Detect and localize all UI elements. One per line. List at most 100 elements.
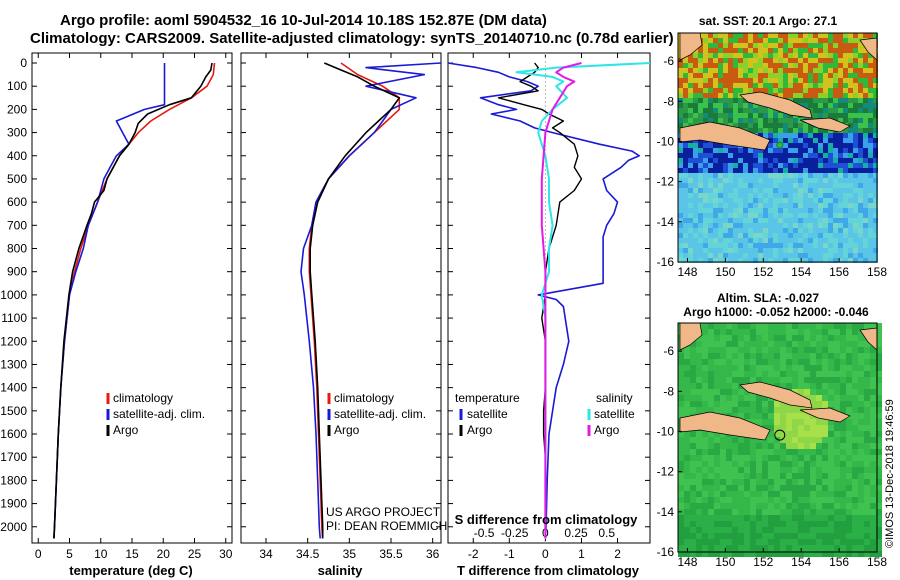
sst-cell [713,83,718,88]
sla-cell [756,473,762,479]
sst-cell [753,258,758,263]
sst-cell [678,103,683,108]
sla-cell [858,431,864,437]
sst-cell [748,118,753,123]
sst-cell [713,113,718,118]
sla-cell [876,509,882,515]
sst-cell [703,148,708,153]
sla-cell [792,503,798,509]
sst-cell [853,178,858,183]
sst-cell [853,108,858,113]
sst-cell [788,63,793,68]
sst-cell [858,178,863,183]
sst-cell [798,153,803,158]
sla-cell [708,485,714,491]
sla-cell [732,461,738,467]
sst-cell [718,113,723,118]
sla-cell [852,509,858,515]
sla-cell [726,341,732,347]
sst-cell [703,158,708,163]
sst-cell [773,203,778,208]
sst-cell [748,108,753,113]
sst-cell [748,173,753,178]
sst-cell [843,73,848,78]
sla-cell [840,491,846,497]
sst-cell [793,38,798,43]
sst-cell [768,78,773,83]
sla-cell [804,461,810,467]
sla-cell [702,359,708,365]
imos-credit: ©IMOS 13-Dec-2018 19:46:59 [884,399,896,548]
sst-cell [748,113,753,118]
sst-cell [733,198,738,203]
sla-cell [828,497,834,503]
sst-cell [803,183,808,188]
sla-cell [828,395,834,401]
sla-cell [720,365,726,371]
sst-cell [848,43,853,48]
sla-cell [786,515,792,521]
sla-cell [852,383,858,389]
sst-cell [748,158,753,163]
sst-cell [793,228,798,233]
sla-cell [750,395,756,401]
sst-cell [803,233,808,238]
sla-cell [852,401,858,407]
depth-tick-label: 200 [7,102,27,116]
sla-cell [714,395,720,401]
sst-cell [693,233,698,238]
sst-cell [733,33,738,38]
sst-cell [823,113,828,118]
sla-cell [750,419,756,425]
sst-cell [743,233,748,238]
sla-cell [750,551,756,557]
sst-cell [803,73,808,78]
sla-cell [738,395,744,401]
sla-cell [846,341,852,347]
sst-cell [718,223,723,228]
sst-cell [703,223,708,228]
sst-cell [713,48,718,53]
sla-cell [750,539,756,545]
sst-cell [708,193,713,198]
sst-cell [843,108,848,113]
sst-cell [728,173,733,178]
sst-cell [743,118,748,123]
sst-cell [843,53,848,58]
sst-cell [743,158,748,163]
sla-cell [780,371,786,377]
sst-cell [838,133,843,138]
sla-cell [762,419,768,425]
map-x-tick-label: 150 [715,265,735,279]
sla-cell [822,377,828,383]
sst-cell [688,78,693,83]
sst-cell [723,33,728,38]
sst-cell [808,93,813,98]
sla-cell [786,437,792,443]
sst-cell [678,163,683,168]
sst-cell [848,223,853,228]
sst-cell [863,208,868,213]
sla-cell [834,467,840,473]
sla-cell [840,383,846,389]
sst-cell [873,168,878,173]
sst-cell [718,198,723,203]
series-argo [309,62,401,539]
sla-cell [834,365,840,371]
sst-cell [738,73,743,78]
sst-cell [843,243,848,248]
sla-cell [846,539,852,545]
sst-cell [803,53,808,58]
sst-cell [818,48,823,53]
sla-cell [852,335,858,341]
sla-cell [804,449,810,455]
sst-cell [768,53,773,58]
sst-cell [678,178,683,183]
sst-cell [703,248,708,253]
sst-cell [753,193,758,198]
sst-cell [768,33,773,38]
sla-cell [726,377,732,383]
sla-cell [876,377,882,383]
sla-cell [828,539,834,545]
sst-cell [728,103,733,108]
